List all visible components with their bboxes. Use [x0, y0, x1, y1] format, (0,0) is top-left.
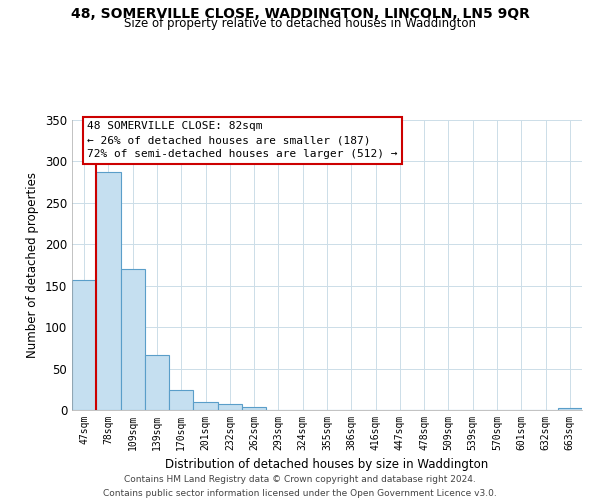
Text: Contains HM Land Registry data © Crown copyright and database right 2024.
Contai: Contains HM Land Registry data © Crown c… — [103, 476, 497, 498]
Text: 48, SOMERVILLE CLOSE, WADDINGTON, LINCOLN, LN5 9QR: 48, SOMERVILLE CLOSE, WADDINGTON, LINCOL… — [71, 8, 529, 22]
Bar — [145, 356, 169, 410]
Text: 48 SOMERVILLE CLOSE: 82sqm
← 26% of detached houses are smaller (187)
72% of sem: 48 SOMERVILLE CLOSE: 82sqm ← 26% of deta… — [88, 122, 398, 160]
Bar — [193, 402, 218, 410]
Bar — [218, 404, 242, 410]
Bar — [169, 390, 193, 410]
Bar — [558, 408, 582, 410]
Y-axis label: Number of detached properties: Number of detached properties — [26, 172, 40, 358]
Bar — [96, 172, 121, 410]
Bar — [242, 406, 266, 410]
Bar — [121, 269, 145, 410]
X-axis label: Distribution of detached houses by size in Waddington: Distribution of detached houses by size … — [166, 458, 488, 471]
Bar — [72, 280, 96, 410]
Text: Size of property relative to detached houses in Waddington: Size of property relative to detached ho… — [124, 18, 476, 30]
